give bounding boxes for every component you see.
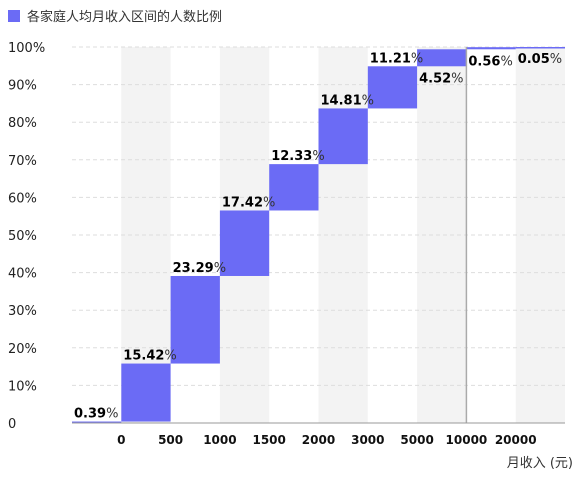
- x-tick-label: 2000: [302, 433, 335, 447]
- bar: [72, 421, 122, 424]
- x-tick-label: 10000: [446, 433, 488, 447]
- y-tick-label: 30%: [8, 304, 37, 319]
- x-tick-label: 5000: [400, 433, 433, 447]
- y-tick-label: 100%: [8, 41, 45, 56]
- x-tick-label: 1500: [252, 433, 285, 447]
- bar: [417, 49, 467, 67]
- data-label: 11.21%: [370, 51, 423, 66]
- bar: [219, 210, 270, 276]
- data-label: 12.33%: [271, 149, 324, 164]
- y-tick-label: 0: [8, 417, 16, 432]
- bar: [170, 275, 220, 364]
- x-tick-label: 0: [117, 433, 125, 447]
- y-tick-label: 80%: [8, 116, 37, 131]
- bar: [515, 47, 565, 49]
- data-label: 0.56%: [468, 54, 512, 69]
- bars: [72, 47, 565, 424]
- data-label: 0.05%: [518, 52, 562, 67]
- legend: 各家庭人均月收入区间的人数比例: [8, 9, 222, 25]
- bar: [121, 363, 171, 422]
- y-tick-label: 40%: [8, 267, 37, 282]
- y-tick-label: 90%: [8, 79, 37, 94]
- x-tick-label: 3000: [351, 433, 384, 447]
- x-tick-label: 20000: [495, 433, 537, 447]
- x-tick-label: 500: [158, 433, 183, 447]
- data-label: 17.42%: [222, 195, 275, 210]
- data-label: 14.81%: [321, 93, 374, 108]
- data-label: 23.29%: [173, 261, 226, 276]
- data-labels: 0.39% 15.42% 23.29% 17.42% 12.33% 14.81% 11.21…: [74, 51, 562, 421]
- bar: [318, 108, 368, 165]
- y-tick-label: 20%: [8, 342, 37, 357]
- bar: [367, 66, 418, 109]
- data-label: 0.39%: [74, 407, 118, 422]
- y-tick-label: 10%: [8, 379, 37, 394]
- y-tick-label: 60%: [8, 191, 37, 206]
- data-label: 15.42%: [123, 349, 176, 364]
- y-tick-labels: 0 10% 20% 30% 40% 50% 60% 70% 80% 90% 100%: [8, 41, 45, 432]
- legend-label: 各家庭人均月收入区间的人数比例: [27, 9, 222, 25]
- data-label: 4.52%: [419, 71, 463, 86]
- x-tick-label: 1000: [203, 433, 236, 447]
- legend-swatch: [8, 10, 20, 22]
- x-tick-labels: 0 500 1000 1500 2000 3000 5000 10000 20000: [117, 433, 536, 447]
- y-tick-label: 50%: [8, 229, 37, 244]
- bar: [269, 164, 319, 211]
- bar: [466, 47, 516, 50]
- x-axis-label: 月收入 (元): [507, 456, 573, 471]
- y-tick-label: 70%: [8, 154, 37, 169]
